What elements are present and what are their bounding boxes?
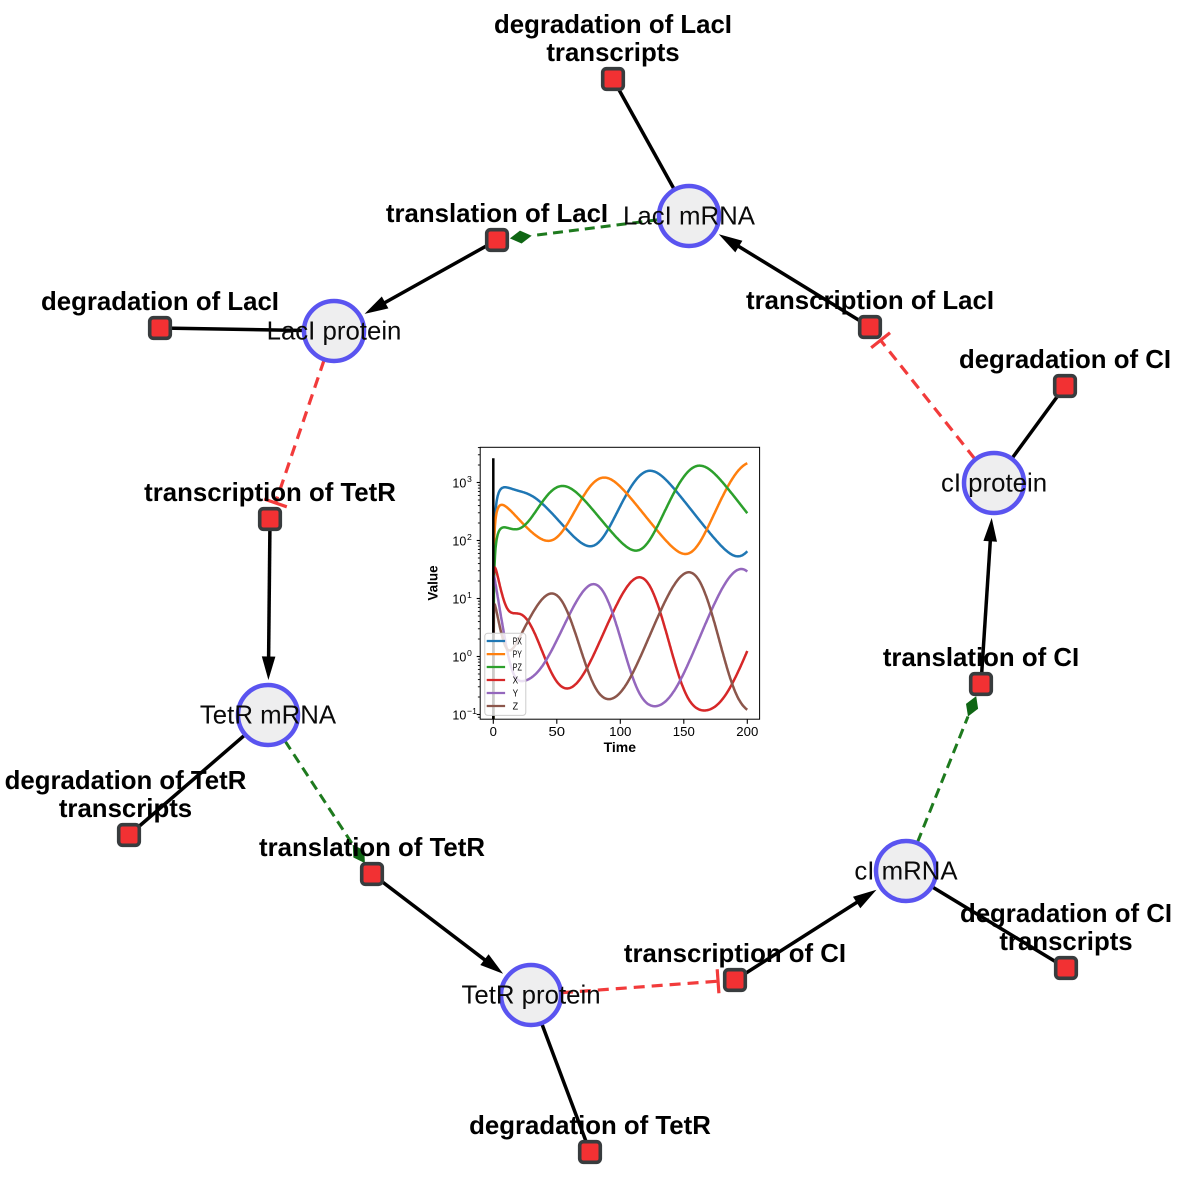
svg-text:degradation of LacI: degradation of LacI — [41, 288, 279, 316]
svg-text:3: 3 — [467, 474, 472, 484]
svg-text:Y: Y — [513, 688, 519, 700]
svg-text:translation of CI: translation of CI — [883, 644, 1079, 672]
svg-text:−1: −1 — [467, 706, 477, 716]
svg-text:1: 1 — [467, 590, 472, 600]
svg-text:TetR mRNA: TetR mRNA — [200, 702, 337, 730]
svg-text:10: 10 — [452, 593, 466, 607]
svg-text:translation of LacI: translation of LacI — [386, 200, 608, 228]
svg-text:0: 0 — [467, 648, 472, 658]
svg-text:10: 10 — [452, 709, 466, 723]
svg-text:LacI protein: LacI protein — [267, 318, 402, 346]
svg-text:degradation of TetR: degradation of TetR — [5, 767, 247, 795]
svg-text:Time: Time — [604, 739, 637, 755]
svg-text:100: 100 — [609, 725, 631, 739]
svg-text:LacI mRNA: LacI mRNA — [623, 203, 756, 231]
svg-text:0: 0 — [490, 725, 497, 739]
svg-text:cI protein: cI protein — [941, 470, 1047, 498]
svg-text:TetR protein: TetR protein — [461, 982, 600, 1010]
svg-text:degradation of LacI: degradation of LacI — [494, 11, 732, 39]
svg-text:10: 10 — [452, 651, 466, 665]
svg-text:transcription of CI: transcription of CI — [624, 940, 846, 968]
svg-text:Z: Z — [513, 701, 519, 713]
svg-text:2: 2 — [467, 532, 472, 542]
svg-text:transcripts: transcripts — [59, 795, 192, 823]
svg-text:transcripts: transcripts — [546, 39, 679, 67]
svg-text:Value: Value — [426, 565, 441, 601]
svg-text:degradation of CI: degradation of CI — [960, 900, 1172, 928]
svg-text:10: 10 — [452, 535, 466, 549]
svg-text:PX: PX — [513, 636, 522, 648]
svg-text:transcripts: transcripts — [999, 928, 1132, 956]
svg-text:transcription of LacI: transcription of LacI — [746, 287, 994, 315]
svg-text:PY: PY — [513, 649, 522, 661]
svg-text:degradation of TetR: degradation of TetR — [469, 1112, 711, 1140]
svg-text:200: 200 — [736, 725, 758, 739]
svg-text:degradation of CI: degradation of CI — [959, 346, 1171, 374]
svg-text:10: 10 — [452, 477, 466, 491]
svg-text:cI mRNA: cI mRNA — [854, 858, 958, 886]
svg-text:X: X — [513, 675, 519, 687]
svg-text:PZ: PZ — [513, 662, 523, 674]
svg-text:translation of TetR: translation of TetR — [259, 834, 485, 862]
svg-text:transcription of TetR: transcription of TetR — [144, 479, 396, 507]
svg-text:150: 150 — [673, 725, 695, 739]
svg-text:50: 50 — [549, 725, 566, 739]
